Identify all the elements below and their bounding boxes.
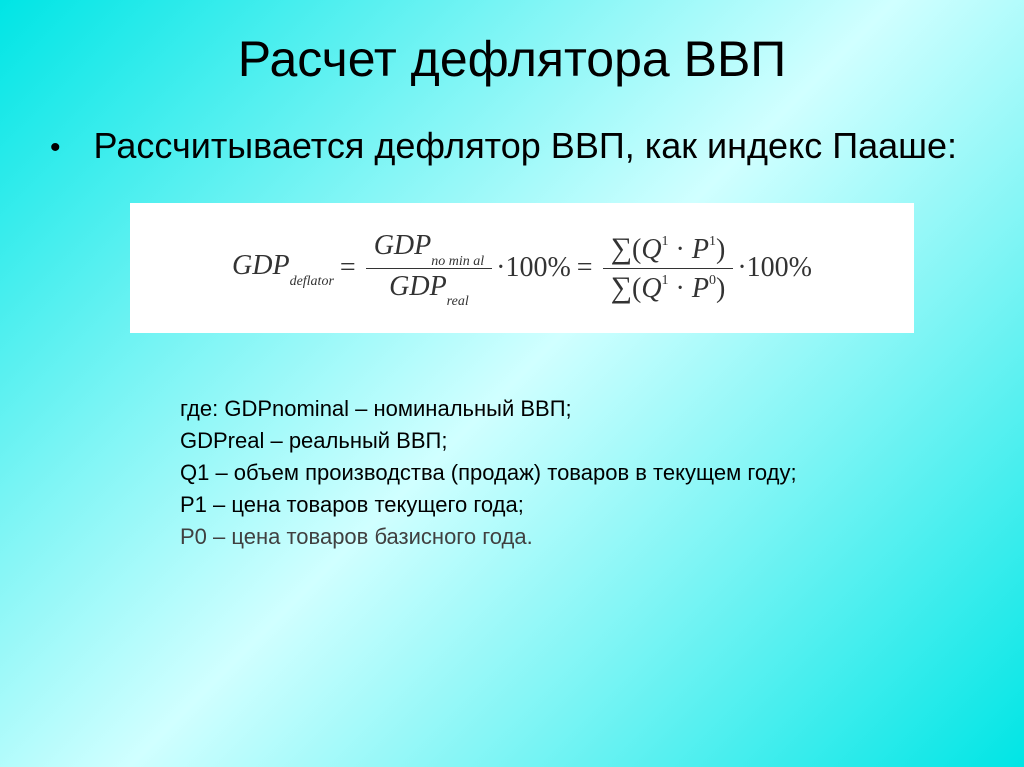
formula-lhs-sub: deflator <box>290 274 334 289</box>
frac1-den: GDPreal <box>366 269 492 309</box>
frac2-num: ∑(Q1 · P1) <box>603 230 734 269</box>
subtitle-text: Рассчитывается дефлятор ВВП, как индекс … <box>94 123 958 168</box>
times-100-a: ·100% <box>496 252 571 284</box>
slide-title: Расчет дефлятора ВВП <box>50 30 974 88</box>
fraction-sum: ∑(Q1 · P1) ∑(Q1 · P0) <box>603 230 734 307</box>
def-line-1: где: GDPnominal – номинальный ВВП; <box>180 393 974 425</box>
slide-container: Расчет дефлятора ВВП • Рассчитывается де… <box>0 0 1024 767</box>
equals-2: = <box>577 252 593 284</box>
sigma-den: ∑ <box>611 271 632 304</box>
def-line-4: P1 – цена товаров текущего года; <box>180 489 974 521</box>
fraction-gdp: GDPno min al GDPreal <box>366 228 492 308</box>
equals-1: = <box>340 252 356 284</box>
def-line-2: GDPreal – реальный ВВП; <box>180 425 974 457</box>
frac2-den: ∑(Q1 · P0) <box>603 269 734 307</box>
formula-lhs: GDPdeflator <box>232 250 334 286</box>
frac1-num: GDPno min al <box>366 228 492 269</box>
times-100-b: ·100% <box>737 252 812 284</box>
frac1-num-sub: no min al <box>431 254 484 269</box>
sigma-num: ∑ <box>611 232 632 265</box>
q1p0: (Q1 · P0) <box>632 273 725 304</box>
formula-lhs-sym: GDP <box>232 250 290 281</box>
subtitle-bullet: • Рассчитывается дефлятор ВВП, как индек… <box>50 123 974 203</box>
def-line-5: P0 – цена товаров базисного года. <box>180 521 974 553</box>
q1p1: (Q1 · P1) <box>632 234 725 265</box>
bullet-marker-icon: • <box>50 131 61 165</box>
frac1-den-sub: real <box>447 294 469 309</box>
def-line-3: Q1 – объем производства (продаж) товаров… <box>180 457 974 489</box>
formula-box: GDPdeflator = GDPno min al GDPreal ·100%… <box>130 203 914 333</box>
definitions-block: где: GDPnominal – номинальный ВВП; GDPre… <box>180 393 974 552</box>
frac1-num-sym: GDP <box>374 230 432 261</box>
frac1-den-sym: GDP <box>389 271 447 302</box>
